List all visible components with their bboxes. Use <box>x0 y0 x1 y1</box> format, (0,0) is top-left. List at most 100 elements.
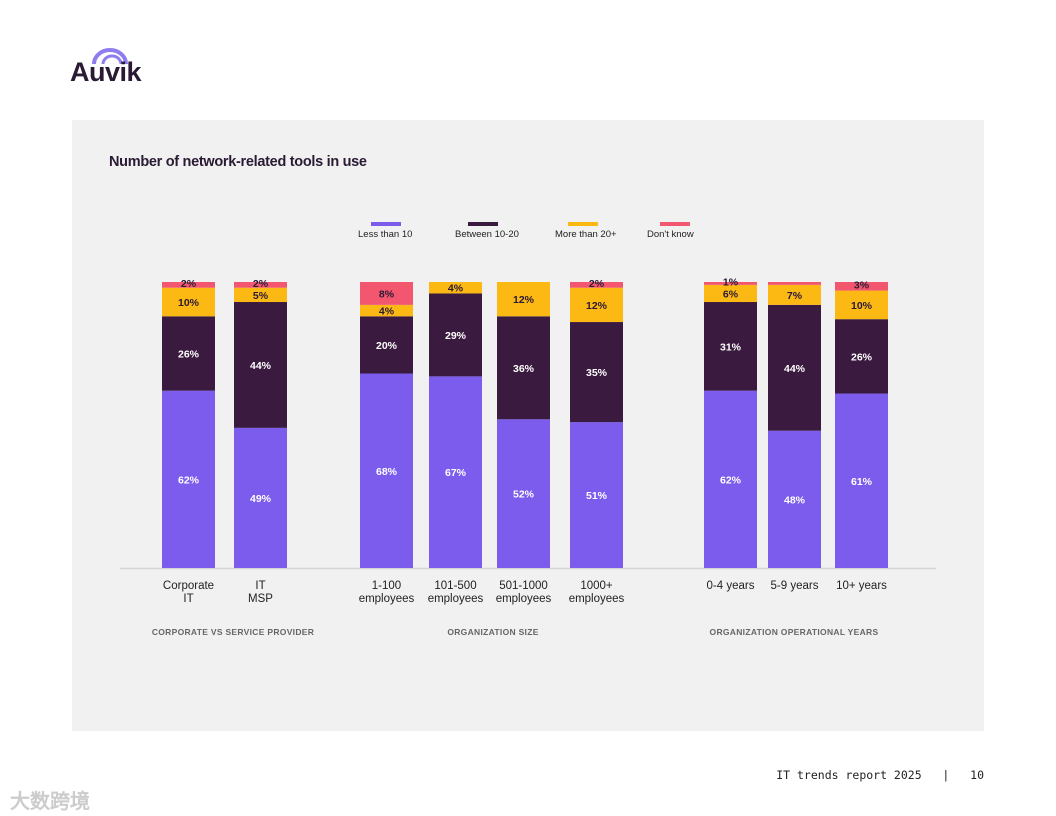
bar-segment <box>429 376 482 568</box>
data-label: 68% <box>376 466 398 478</box>
category-label: IT <box>183 593 193 605</box>
data-label: 2% <box>253 278 269 290</box>
bar-segment <box>234 427 287 568</box>
data-label: 31% <box>720 341 742 353</box>
bar-segment <box>835 319 888 394</box>
category-label: employees <box>359 593 415 605</box>
category-label: employees <box>569 593 625 605</box>
category-label: employees <box>496 593 552 605</box>
category-label: IT <box>255 580 265 592</box>
bar-segment <box>360 304 413 317</box>
bar-segment <box>234 287 287 303</box>
legend-label: Between 10-20 <box>455 229 519 240</box>
group-label: CORPORATE VS SERVICE PROVIDER <box>152 627 314 637</box>
bar-segment <box>234 302 287 428</box>
bar-segment <box>162 287 215 317</box>
category-label: 1000+ <box>580 580 613 592</box>
category-label: 501-1000 <box>499 580 548 592</box>
data-label: 3% <box>854 279 870 291</box>
bar-segment <box>497 282 550 317</box>
data-label: 5% <box>253 290 269 302</box>
bar-segment <box>570 322 623 423</box>
bar-segment <box>360 282 413 305</box>
legend-label: Less than 10 <box>358 229 412 240</box>
category-label: 5-9 years <box>771 580 819 592</box>
data-label: 2% <box>589 278 605 290</box>
data-label: 29% <box>445 330 467 342</box>
data-label: 62% <box>720 474 742 486</box>
data-label: 26% <box>851 351 873 363</box>
bar-segment <box>570 287 623 323</box>
data-label: 12% <box>586 300 608 312</box>
legend-swatch <box>468 222 498 226</box>
data-label: 20% <box>376 340 398 352</box>
bar-segment <box>768 304 821 431</box>
category-label: Corporate <box>163 580 214 592</box>
bar-segment <box>704 302 757 391</box>
data-label: 61% <box>851 476 873 488</box>
data-label: 8% <box>379 288 395 300</box>
data-label: 4% <box>448 283 464 295</box>
bar-segment <box>570 282 623 288</box>
bar-segment <box>768 430 821 568</box>
group-label: ORGANIZATION OPERATIONAL YEARS <box>710 627 879 637</box>
data-label: 51% <box>586 490 608 502</box>
bar-segment <box>768 282 821 285</box>
watermark: 大数跨境 <box>10 791 90 813</box>
legend-swatch <box>660 222 690 226</box>
category-label: 10+ years <box>836 580 887 592</box>
bar-segment <box>360 316 413 374</box>
data-label: 62% <box>178 474 200 486</box>
bar-segment <box>162 282 215 288</box>
data-label: 1% <box>723 276 739 288</box>
bar-segment <box>162 316 215 391</box>
data-label: 10% <box>851 300 873 312</box>
data-label: 7% <box>787 290 803 302</box>
bar-segment <box>835 290 888 320</box>
bar-segment <box>704 390 757 568</box>
bar-segment <box>835 282 888 291</box>
bar-segment <box>497 316 550 420</box>
bar-segment <box>234 282 287 288</box>
bar-segment <box>704 284 757 303</box>
bar-segment <box>497 419 550 568</box>
page-number: 10 <box>970 768 984 782</box>
data-label: 10% <box>178 297 200 309</box>
category-label: 1-100 <box>372 580 401 592</box>
footer: IT trends report 2025 | 10 <box>776 768 984 782</box>
bar-segment <box>360 373 413 568</box>
data-label: 48% <box>784 494 806 506</box>
data-label: 35% <box>586 367 608 379</box>
bar-segment <box>429 293 482 377</box>
bar-segment <box>768 284 821 305</box>
auvik-logo: Auvik <box>70 40 150 88</box>
bar-segment <box>162 390 215 568</box>
data-label: 67% <box>445 467 467 479</box>
bar-segment <box>704 282 757 285</box>
legend-label: More than 20+ <box>555 229 617 240</box>
data-label: 36% <box>513 363 535 375</box>
chart-title: Number of network-related tools in use <box>109 154 367 170</box>
legend-swatch <box>568 222 598 226</box>
data-label: 12% <box>513 294 535 306</box>
category-label: 101-500 <box>434 580 476 592</box>
category-label: MSP <box>248 593 273 605</box>
category-label: 0-4 years <box>707 580 755 592</box>
data-label: 2% <box>181 278 197 290</box>
group-label: ORGANIZATION SIZE <box>447 627 538 637</box>
category-label: employees <box>428 593 484 605</box>
footer-separator: | <box>942 768 950 782</box>
bar-segment <box>429 282 482 294</box>
legend-label: Don't know <box>647 229 694 240</box>
legend-swatch <box>371 222 401 226</box>
bar-segment <box>835 393 888 568</box>
data-label: 4% <box>379 306 395 318</box>
data-label: 26% <box>178 349 200 361</box>
data-label: 52% <box>513 489 535 501</box>
report-name: IT trends report 2025 <box>776 768 922 782</box>
data-label: 49% <box>250 493 272 505</box>
bar-segment <box>570 422 623 568</box>
data-label: 6% <box>723 288 739 300</box>
data-label: 44% <box>784 363 806 375</box>
